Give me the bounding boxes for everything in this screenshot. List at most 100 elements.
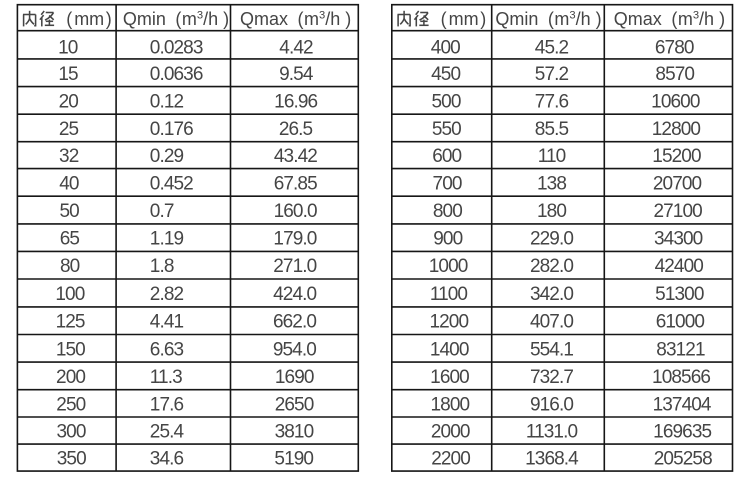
svg-text:57.2: 57.2 (535, 64, 569, 85)
svg-text:25: 25 (59, 119, 79, 140)
svg-text:0.12: 0.12 (150, 91, 184, 112)
svg-text:150: 150 (56, 339, 85, 360)
svg-text:350: 350 (57, 449, 86, 470)
svg-text:732.7: 732.7 (530, 367, 573, 388)
svg-text:Qmin(m3/h): Qmin (m3/h) (495, 9, 601, 29)
svg-text:6780: 6780 (655, 38, 694, 59)
svg-text:10: 10 (58, 38, 78, 59)
svg-text:32: 32 (59, 146, 79, 167)
svg-text:4.41: 4.41 (150, 312, 184, 333)
svg-text:0.7: 0.7 (150, 201, 174, 222)
svg-text:16.96: 16.96 (274, 91, 317, 112)
svg-text:0.0636: 0.0636 (150, 64, 203, 85)
svg-text:Qmin(m3/h): Qmin (m3/h) (123, 9, 229, 29)
svg-text:250: 250 (56, 394, 85, 415)
svg-text:400: 400 (431, 38, 460, 59)
svg-text:110: 110 (538, 146, 566, 167)
svg-text:85.5: 85.5 (535, 119, 569, 140)
svg-text:1400: 1400 (430, 339, 469, 360)
svg-text:20700: 20700 (653, 173, 702, 194)
svg-text:11.3: 11.3 (150, 367, 182, 388)
svg-text:600: 600 (432, 146, 461, 167)
svg-text:2650: 2650 (275, 394, 314, 415)
svg-text:1800: 1800 (431, 394, 470, 415)
svg-text:(mm): (mm) (66, 9, 112, 29)
svg-text:1.19: 1.19 (150, 229, 184, 250)
svg-text:65: 65 (60, 229, 80, 250)
svg-text:554.1: 554.1 (530, 339, 573, 360)
svg-text:800: 800 (433, 201, 462, 222)
svg-text:Qmax(m3/h): Qmax (m3/h) (240, 9, 351, 29)
svg-text:229.0: 229.0 (530, 229, 573, 250)
svg-text:6.63: 6.63 (150, 339, 184, 360)
svg-text:662.0: 662.0 (273, 312, 316, 333)
svg-text:200: 200 (56, 367, 85, 388)
svg-text:500: 500 (431, 91, 460, 112)
svg-text:137404: 137404 (653, 394, 712, 415)
svg-text:50: 50 (60, 201, 80, 222)
svg-text:15200: 15200 (652, 146, 701, 167)
svg-text:916.0: 916.0 (530, 394, 573, 415)
svg-text:700: 700 (433, 173, 462, 194)
svg-text:271.0: 271.0 (273, 256, 316, 277)
svg-text:180: 180 (537, 201, 566, 222)
svg-text:300: 300 (57, 422, 86, 443)
svg-text:0.452: 0.452 (150, 173, 193, 194)
svg-text:954.0: 954.0 (273, 339, 316, 360)
svg-text:205258: 205258 (654, 449, 712, 470)
svg-text:1100: 1100 (430, 284, 468, 305)
svg-text:1000: 1000 (429, 256, 468, 277)
svg-text:51300: 51300 (655, 284, 704, 305)
svg-text:138: 138 (537, 173, 566, 194)
svg-text:1.8: 1.8 (150, 256, 174, 277)
svg-text:8570: 8570 (655, 64, 694, 85)
svg-text:26.5: 26.5 (279, 119, 313, 140)
svg-text:0.0283: 0.0283 (150, 38, 203, 59)
svg-text:12800: 12800 (652, 119, 701, 140)
svg-text:34.6: 34.6 (150, 449, 184, 470)
svg-text:27100: 27100 (653, 201, 702, 222)
svg-text:100: 100 (55, 284, 84, 305)
svg-text:0.29: 0.29 (150, 146, 184, 167)
svg-text:2000: 2000 (431, 422, 470, 443)
svg-text:5190: 5190 (274, 449, 313, 470)
svg-text:108566: 108566 (652, 367, 710, 388)
svg-text:125: 125 (56, 312, 85, 333)
svg-text:40: 40 (59, 173, 79, 194)
svg-text:282.0: 282.0 (530, 256, 573, 277)
svg-text:20: 20 (59, 91, 79, 112)
svg-text:179.0: 179.0 (273, 229, 316, 250)
svg-text:2.82: 2.82 (150, 284, 184, 305)
svg-text:3810: 3810 (275, 422, 314, 443)
svg-text:83121: 83121 (656, 339, 705, 360)
svg-text:67.85: 67.85 (274, 173, 317, 194)
svg-text:61000: 61000 (656, 312, 705, 333)
svg-text:1131.0: 1131.0 (526, 422, 578, 443)
svg-text:169635: 169635 (653, 422, 711, 443)
svg-text:80: 80 (60, 256, 80, 277)
svg-text:1368.4: 1368.4 (525, 449, 579, 470)
svg-text:9.54: 9.54 (279, 64, 314, 85)
svg-text:34300: 34300 (654, 229, 703, 250)
svg-text:45.2: 45.2 (535, 38, 569, 59)
svg-text:1600: 1600 (430, 367, 469, 388)
svg-text:450: 450 (431, 64, 460, 85)
svg-text:1690: 1690 (275, 367, 314, 388)
svg-text:15: 15 (58, 64, 78, 85)
svg-text:Qmax(m3/h): Qmax (m3/h) (614, 9, 725, 29)
svg-text:43.42: 43.42 (274, 146, 317, 167)
svg-text:1200: 1200 (429, 312, 468, 333)
svg-text:407.0: 407.0 (530, 312, 573, 333)
svg-text:550: 550 (432, 119, 461, 140)
svg-text:(mm): (mm) (441, 9, 487, 29)
svg-text:17.6: 17.6 (150, 394, 184, 415)
svg-text:42400: 42400 (655, 256, 704, 277)
svg-text:160.0: 160.0 (274, 201, 317, 222)
svg-text:2200: 2200 (431, 449, 470, 470)
svg-text:10600: 10600 (651, 91, 700, 112)
svg-text:77.6: 77.6 (535, 91, 569, 112)
svg-text:900: 900 (433, 229, 462, 250)
svg-text:4.42: 4.42 (279, 38, 313, 59)
svg-text:25.4: 25.4 (150, 422, 185, 443)
svg-text:0.176: 0.176 (150, 119, 193, 140)
